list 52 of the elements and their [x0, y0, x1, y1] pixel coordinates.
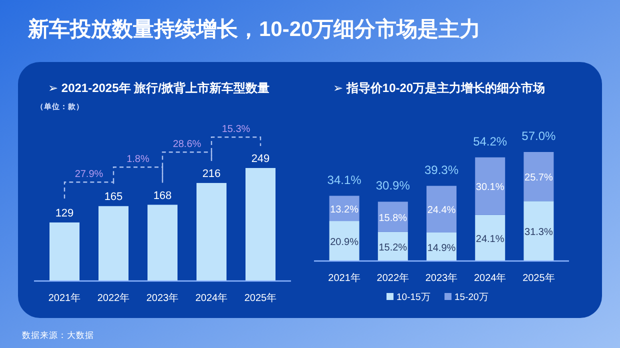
bar — [475, 157, 506, 215]
x-tick-label: 2021年 — [48, 292, 81, 304]
data-label: 31.3% — [524, 227, 553, 238]
chart-subtitle: ➢ 2021-2025年 旅行/掀背上市新车型数量 — [48, 81, 270, 95]
bar — [50, 222, 80, 281]
data-label: 249 — [251, 153, 270, 165]
x-tick-label: 2023年 — [146, 292, 179, 304]
data-label: 14.9% — [427, 242, 456, 254]
bar — [196, 182, 226, 281]
total-label: 57.0% — [522, 129, 556, 143]
legend-label: 10-15万 — [396, 292, 431, 303]
chart-title: 新车投放数量持续增长，10-20万细分市场是主力 — [27, 17, 481, 41]
text: 1.8% — [126, 154, 150, 166]
x-tick-label: 2023年 — [425, 272, 458, 284]
chart-title: ➢ 指导价10-20万是主力增长的细分市场 — [333, 81, 546, 95]
bar — [475, 214, 506, 261]
bar — [524, 201, 554, 261]
data-label: 168 — [153, 190, 172, 202]
bar — [98, 206, 128, 281]
x-tick-label: 2024年 — [474, 272, 506, 284]
text: 15.3% — [222, 124, 250, 136]
total-label: 39.3% — [424, 162, 459, 177]
text: 28.6% — [172, 139, 202, 150]
x-tick-label: 2021年 — [328, 272, 360, 284]
annotation: 27.9% — [74, 169, 104, 180]
bar — [246, 168, 276, 281]
bar — [426, 186, 456, 233]
bar — [329, 221, 360, 261]
data-label: 216 — [202, 168, 221, 180]
data-label: 30.1% — [476, 182, 504, 194]
data-label: 25.7% — [524, 172, 553, 184]
x-tick-label: 2022年 — [97, 292, 130, 304]
total-label: 30.9% — [376, 178, 410, 193]
x-tick-label: 2025年 — [522, 272, 555, 284]
x-tick-label: 2025年 — [244, 292, 277, 304]
source-note: 数据来源：大数据 — [22, 330, 94, 340]
bar — [378, 202, 408, 232]
x-tick-label: 2022年 — [376, 272, 410, 284]
data-label: 15.8% — [378, 212, 408, 224]
data-label: 129 — [55, 207, 74, 220]
data-label: 13.2% — [330, 204, 359, 216]
legend-label: 15-20万 — [454, 292, 489, 303]
data-label: 24.1% — [476, 234, 504, 245]
bar — [148, 204, 178, 281]
data-label: 20.9% — [330, 237, 359, 248]
x-tick-label: 2024年 — [195, 292, 228, 304]
total-label: 34.1% — [327, 172, 362, 187]
total-label: 54.2% — [473, 134, 508, 148]
bar — [524, 152, 554, 202]
data-label: 165 — [104, 191, 123, 204]
data-label: 15.2% — [378, 242, 408, 254]
data-label: 24.4% — [427, 205, 456, 216]
